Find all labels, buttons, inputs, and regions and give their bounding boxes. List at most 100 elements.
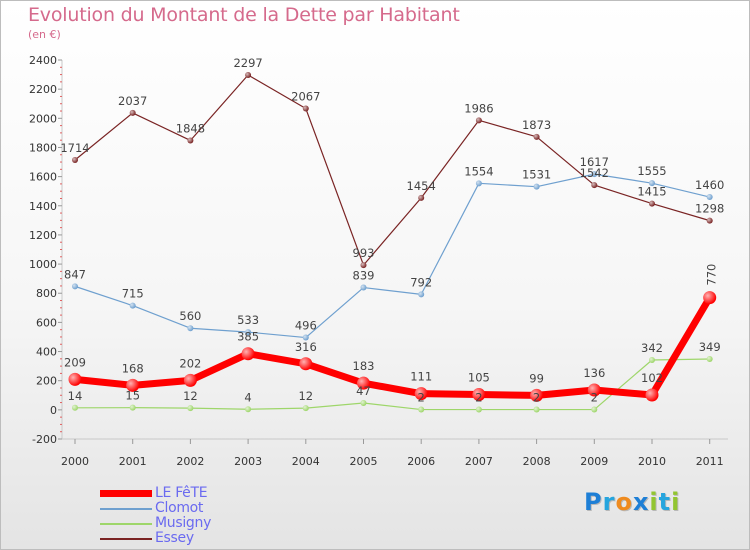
y-tick-label: 2000 bbox=[29, 112, 57, 125]
legend-label: LE FêTE bbox=[155, 485, 208, 501]
data-label: 1555 bbox=[637, 164, 666, 178]
data-point-shine bbox=[533, 183, 540, 190]
y-tick-label: 1400 bbox=[29, 200, 57, 213]
data-label: 202 bbox=[179, 356, 201, 370]
data-point-shine bbox=[649, 180, 655, 187]
legend-label: Clomot bbox=[155, 500, 204, 516]
data-label: 1531 bbox=[522, 168, 551, 182]
logo-letter: x bbox=[632, 488, 650, 516]
logo-letter: i bbox=[671, 488, 681, 516]
data-label: 209 bbox=[64, 355, 86, 369]
data-label: 1542 bbox=[580, 166, 609, 180]
data-label: 1848 bbox=[176, 121, 205, 135]
logo-letter: o bbox=[615, 488, 633, 516]
data-label: 847 bbox=[64, 267, 86, 281]
logo-letter: t bbox=[658, 488, 672, 516]
data-label: 1554 bbox=[464, 164, 493, 178]
data-point-shine bbox=[187, 325, 194, 332]
series-line bbox=[74, 358, 710, 411]
data-point-shine bbox=[533, 406, 540, 413]
data-label: 2 bbox=[591, 391, 598, 405]
x-tick-label: 2011 bbox=[696, 455, 724, 468]
data-label: 183 bbox=[353, 359, 375, 373]
data-label: 14 bbox=[68, 389, 83, 403]
data-point-shine bbox=[706, 355, 713, 362]
data-label: 496 bbox=[295, 319, 317, 333]
chart-axes: -200 0 200 400 600 800 1000 1200 1400 1600 1800 200… bbox=[29, 54, 728, 468]
x-tick-label: 2004 bbox=[292, 455, 320, 468]
x-tick-label: 2007 bbox=[465, 455, 493, 468]
data-point-shine bbox=[245, 406, 252, 413]
x-tick-label: 2008 bbox=[523, 455, 551, 468]
data-point-shine bbox=[360, 262, 367, 269]
x-tick-label: 2005 bbox=[350, 455, 378, 468]
data-point-shine bbox=[530, 388, 544, 402]
data-point-shine bbox=[533, 133, 540, 140]
data-label: 1460 bbox=[695, 178, 724, 192]
data-label: 136 bbox=[583, 366, 605, 380]
x-tick-label: 2002 bbox=[176, 455, 204, 468]
logo-letter: r bbox=[602, 488, 616, 516]
x-tick-label: 2001 bbox=[119, 455, 147, 468]
chart-title: Evolution du Montant de la Dette par Hab… bbox=[28, 4, 460, 26]
data-point-shine bbox=[187, 405, 194, 412]
data-label: 1617 bbox=[580, 155, 609, 169]
x-tick-label: 2000 bbox=[61, 455, 89, 468]
y-tick-label: 0 bbox=[50, 404, 57, 417]
y-tick-label: 400 bbox=[36, 346, 57, 359]
data-label: 111 bbox=[410, 370, 432, 384]
x-tick-label: 2003 bbox=[234, 455, 262, 468]
data-label: 349 bbox=[699, 340, 721, 354]
data-label: 2 bbox=[475, 391, 482, 405]
y-tick-label: 800 bbox=[36, 287, 57, 300]
data-label: 770 bbox=[705, 264, 719, 286]
data-point-shine bbox=[703, 291, 717, 305]
data-point-shine bbox=[126, 378, 140, 392]
data-point-shine bbox=[360, 399, 367, 406]
chart-subtitle: (en €) bbox=[28, 28, 61, 41]
data-point-shine bbox=[360, 284, 367, 291]
x-tick-label: 2009 bbox=[580, 455, 608, 468]
y-tick-label: -200 bbox=[32, 433, 57, 446]
data-point-shine bbox=[418, 194, 425, 201]
data-point-shine bbox=[475, 180, 482, 187]
y-tick-label: 2200 bbox=[29, 83, 57, 96]
legend-swatch bbox=[100, 523, 152, 525]
series-line bbox=[74, 295, 713, 399]
data-label: 1873 bbox=[522, 118, 551, 132]
y-tick-label: 1600 bbox=[29, 171, 57, 184]
data-label: 15 bbox=[125, 389, 140, 403]
data-point-shine bbox=[241, 347, 255, 361]
data-label: 993 bbox=[353, 246, 375, 260]
data-point-shine bbox=[187, 137, 194, 144]
series-line bbox=[74, 74, 710, 266]
data-point-shine bbox=[649, 356, 655, 363]
y-tick-label: 1800 bbox=[29, 141, 57, 154]
data-label: 168 bbox=[122, 361, 144, 375]
data-point-shine bbox=[129, 404, 136, 411]
logo-letter: P bbox=[584, 488, 603, 516]
data-label: 2067 bbox=[291, 90, 320, 104]
data-point-shine bbox=[299, 357, 313, 371]
data-label: 715 bbox=[122, 287, 144, 301]
data-label: 2297 bbox=[233, 56, 262, 70]
data-label: 12 bbox=[298, 389, 313, 403]
data-label: 102 bbox=[641, 371, 663, 385]
data-point-shine bbox=[418, 291, 425, 298]
data-label: 1986 bbox=[464, 101, 493, 115]
data-label: 1298 bbox=[695, 202, 724, 216]
series-line bbox=[74, 173, 710, 339]
data-point-shine bbox=[357, 376, 370, 390]
logo-letter: i bbox=[649, 488, 659, 516]
legend-swatch bbox=[100, 538, 152, 540]
data-point-shine bbox=[475, 406, 482, 413]
data-label: 4 bbox=[244, 390, 251, 404]
data-point-shine bbox=[183, 373, 197, 387]
data-point-shine bbox=[418, 406, 425, 413]
data-label: 533 bbox=[237, 313, 259, 327]
data-point-shine bbox=[645, 388, 659, 402]
y-tick-label: 2400 bbox=[29, 54, 57, 67]
y-tick-label: 1000 bbox=[29, 258, 57, 271]
data-label: 839 bbox=[353, 269, 375, 283]
